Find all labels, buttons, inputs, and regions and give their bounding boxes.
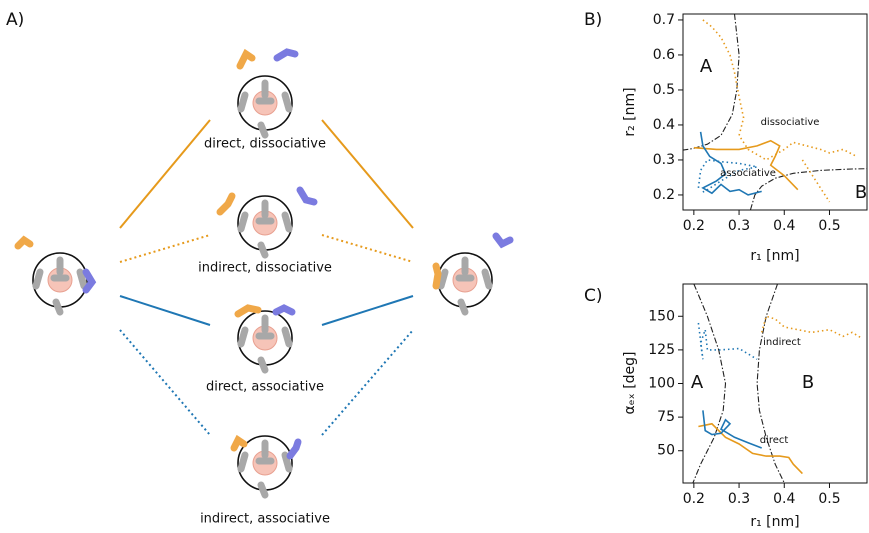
- ligand: [277, 52, 295, 58]
- ligand: [300, 190, 314, 202]
- connector: [322, 120, 413, 228]
- annotation: A: [700, 56, 713, 77]
- caption: direct, associative: [206, 380, 324, 395]
- panel-label: B): [584, 10, 602, 30]
- annotation: direct: [760, 435, 789, 446]
- y-tick-label: 0.7: [653, 12, 675, 28]
- series-line: [698, 424, 802, 474]
- series-line: [694, 141, 798, 190]
- panel-label: C): [584, 286, 603, 306]
- ligand: [436, 266, 438, 286]
- y-tick-label: 50: [657, 443, 675, 459]
- ligand: [276, 308, 292, 312]
- y-tick-label: 0.3: [653, 152, 675, 168]
- series-line: [683, 14, 739, 150]
- connector: [322, 296, 413, 325]
- annotation: indirect: [763, 337, 801, 348]
- connector: [120, 296, 210, 325]
- x-tick-label: 0.2: [683, 218, 705, 234]
- molecule-icon: [33, 253, 87, 312]
- x-tick-label: 0.5: [818, 491, 840, 507]
- y-tick-label: 150: [648, 308, 675, 324]
- ligand: [290, 442, 298, 456]
- x-tick-label: 0.3: [728, 491, 750, 507]
- molecule-icon: [238, 311, 292, 370]
- x-tick-label: 0.3: [728, 218, 750, 234]
- plot-area: [693, 284, 861, 483]
- caption: indirect, associative: [200, 512, 330, 527]
- series-line: [703, 20, 857, 160]
- connector: [322, 330, 413, 435]
- annotation: A: [691, 372, 704, 393]
- ligand: [234, 440, 244, 448]
- connector: [120, 235, 210, 262]
- ligand: [240, 54, 252, 66]
- annotation: associative: [720, 168, 776, 179]
- y-tick-label: 0.6: [653, 47, 675, 63]
- molecule-icon: [238, 196, 292, 255]
- y-tick-label: 0.5: [653, 82, 675, 98]
- y-tick-label: 0.2: [653, 187, 675, 203]
- x-tick-label: 0.4: [773, 218, 795, 234]
- connector: [120, 120, 210, 228]
- caption: direct, dissociative: [204, 137, 326, 152]
- y-axis-label: r₂ [nm]: [622, 87, 638, 136]
- figure: A) B) C) direct, dissociative indirect, …: [0, 0, 869, 533]
- plot-area: [683, 14, 867, 210]
- axes-frame: [683, 284, 867, 483]
- ligand: [496, 236, 510, 244]
- x-tick-label: 0.5: [818, 218, 840, 234]
- page: { "panel_labels": ["A)", "B)", "C)"], "d…: [0, 0, 869, 533]
- connector: [120, 330, 210, 435]
- series-line: [802, 160, 829, 202]
- molecule-icon: [238, 76, 292, 135]
- y-tick-label: 100: [648, 376, 675, 392]
- annotation: dissociative: [761, 117, 820, 128]
- x-axis-label: r₁ [nm]: [750, 248, 799, 264]
- x-tick-label: 0.4: [773, 491, 795, 507]
- y-tick-label: 75: [657, 409, 675, 425]
- ligand: [18, 240, 30, 246]
- caption: indirect, dissociative: [198, 261, 332, 276]
- x-tick-label: 0.2: [683, 491, 705, 507]
- chart: 0.2 0.3 0.4 0.5 0.2 0.3 0.4 0.5 0.6 0.7 A Bdissocia…: [622, 12, 867, 264]
- y-tick-label: 0.4: [653, 117, 675, 133]
- axes-frame: [683, 14, 867, 210]
- series-line: [698, 323, 757, 359]
- panel-label: A): [6, 10, 24, 30]
- connector: [322, 235, 413, 262]
- x-axis-label: r₁ [nm]: [750, 514, 799, 530]
- y-tick-label: 125: [648, 342, 675, 358]
- annotation: B: [855, 182, 867, 203]
- molecule-icon: [438, 253, 492, 312]
- ligand: [220, 196, 232, 212]
- annotation: B: [802, 372, 814, 393]
- series-line: [757, 284, 784, 483]
- y-axis-label: αₑₓ [deg]: [622, 351, 638, 414]
- series-line: [762, 316, 861, 338]
